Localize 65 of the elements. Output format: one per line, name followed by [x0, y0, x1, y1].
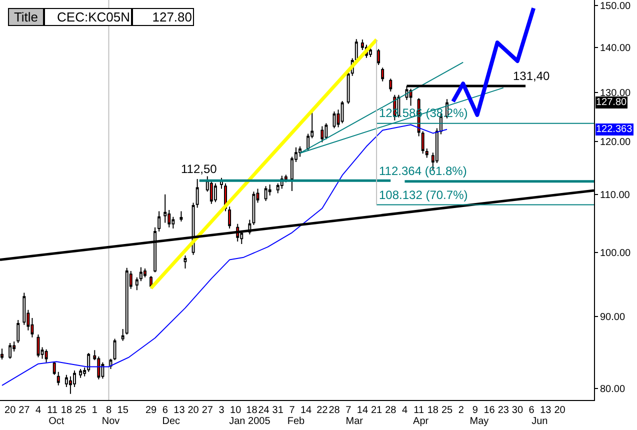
x-tick-label: 7: [346, 405, 352, 416]
y-tick-label: 120.00: [600, 136, 632, 148]
x2-tick-label: May: [470, 416, 489, 427]
annotation: 131,40: [513, 69, 550, 83]
x-tick-label: 27: [18, 405, 30, 416]
x-tick-label: 28: [385, 405, 397, 416]
y-tick-label: 150.00: [600, 0, 632, 12]
x-tick-label: 25: [74, 405, 87, 416]
x-tick-label: 2: [458, 405, 464, 416]
annotation: 127.80: [152, 10, 192, 24]
text: CEC:KC05N: [57, 10, 130, 24]
x-tick-label: 14: [300, 405, 312, 416]
x-tick-label: 6: [162, 405, 168, 416]
x-tick-label: 10: [230, 405, 242, 416]
x2-tick-label: Jun: [532, 416, 548, 427]
x-tick-label: 30: [512, 405, 524, 416]
x-tick-label: 25: [441, 405, 454, 416]
x-tick-label: 4: [402, 405, 408, 416]
y-tick-label: 80.00: [600, 384, 626, 395]
annotation: 112,50: [181, 162, 218, 176]
x2-tick-label: Apr: [413, 416, 430, 427]
x2-tick-label: Dec: [162, 416, 180, 427]
y-tick-label: 140.00: [600, 42, 632, 54]
x-tick-label: 14: [356, 405, 368, 416]
y-tick-label: 100.00: [600, 248, 632, 259]
x-tick-label: 1: [92, 405, 98, 416]
x-tick-label: 28: [328, 405, 340, 416]
x-tick-label: 11: [47, 405, 58, 416]
annotation: 108.132 (70.7%): [379, 188, 468, 202]
x-tick-label: 20: [554, 405, 566, 416]
annotation: 112.364 (61.8%): [379, 164, 467, 178]
x2-tick-label: Oct: [48, 416, 64, 427]
x-tick-label: 6: [528, 405, 535, 416]
x2-tick-label: Feb: [287, 416, 306, 427]
x-tick-label: 11: [414, 405, 424, 416]
x-tick-label: 23: [498, 405, 510, 416]
x-tick-label: 13: [540, 405, 552, 416]
x-tick-label: 8: [106, 405, 112, 416]
x-tick-label: 13: [174, 405, 186, 416]
x-tick-label: 20: [188, 405, 200, 416]
y-tick-label: 90.00: [600, 312, 626, 324]
x-tick-label: 21: [370, 405, 383, 416]
y-tick-label: 110.00: [600, 190, 630, 201]
x-tick-label: 22: [316, 405, 328, 416]
x2-tick-label: Mar: [346, 416, 364, 427]
x-tick-label: 18: [427, 405, 439, 416]
x-tick-label: 18: [246, 405, 258, 416]
text: 127.80: [596, 97, 628, 108]
x2-tick-label: Jan 2005: [229, 416, 271, 427]
x-tick-label: 16: [484, 405, 496, 416]
x-tick-label: 27: [202, 405, 214, 416]
x-tick-label: 9: [472, 405, 478, 416]
x-tick-label: 31: [272, 405, 284, 416]
x-tick-label: 15: [117, 405, 129, 416]
x-tick-label: 7: [289, 405, 296, 416]
x-tick-label: 29: [145, 405, 158, 416]
x-tick-label: 20: [4, 405, 16, 416]
y-tick-label: 130.00: [600, 88, 632, 99]
x-tick-label: 4: [35, 405, 42, 416]
x-tick-label: 3: [218, 405, 225, 416]
x-tick-label: 18: [60, 405, 72, 416]
text: 122.363: [596, 124, 633, 135]
text: Title: [14, 10, 38, 24]
x2-tick-label: Nov: [102, 416, 120, 427]
x-tick-label: 24: [258, 405, 270, 416]
